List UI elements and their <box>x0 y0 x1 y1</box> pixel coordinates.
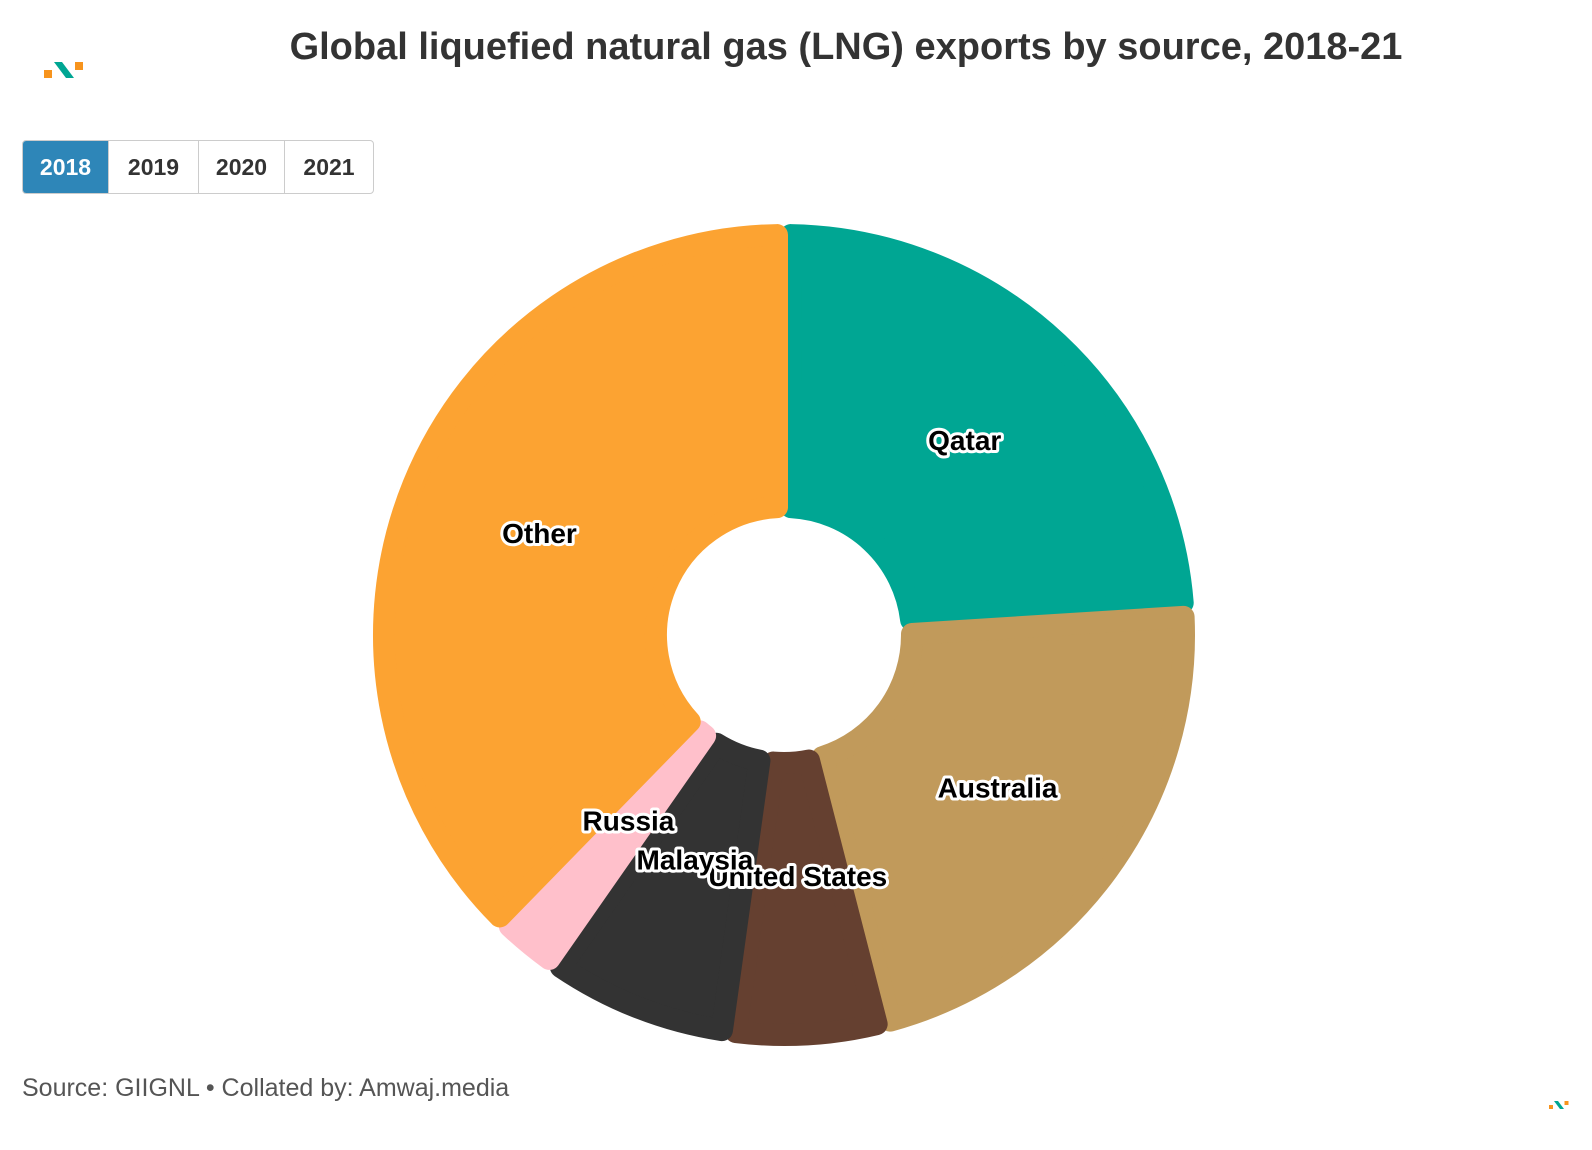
source-note: Source: GIIGNL • Collated by: Amwaj.medi… <box>22 1074 510 1102</box>
slice-qatar[interactable] <box>779 224 1194 631</box>
tab-2019[interactable]: 2019 <box>109 141 199 193</box>
label-malaysia: Malaysia <box>637 845 754 876</box>
slice-russia[interactable] <box>498 720 717 970</box>
slice-other[interactable] <box>373 224 789 928</box>
slice-australia[interactable] <box>811 605 1195 1032</box>
amwaj-logo-small-icon <box>1549 1101 1569 1109</box>
label-united-states: United States <box>708 861 887 892</box>
tab-2021[interactable]: 2021 <box>303 153 355 180</box>
amwaj-logo-icon <box>44 62 83 78</box>
label-other: Other <box>502 518 577 549</box>
slice-united-states[interactable] <box>724 749 888 1046</box>
label-australia: Australia <box>938 773 1058 804</box>
chart-title: Global liquefied natural gas (LNG) expor… <box>289 26 1403 68</box>
year-tabs: 2018 2019 2020 2021 <box>22 140 374 194</box>
label-russia: Russia <box>583 805 675 836</box>
label-qatar: Qatar <box>928 425 1001 456</box>
slice-malaysia[interactable] <box>549 732 771 1042</box>
tab-2020[interactable]: 2020 <box>199 141 285 193</box>
tab-2018[interactable]: 2018 <box>23 141 109 193</box>
